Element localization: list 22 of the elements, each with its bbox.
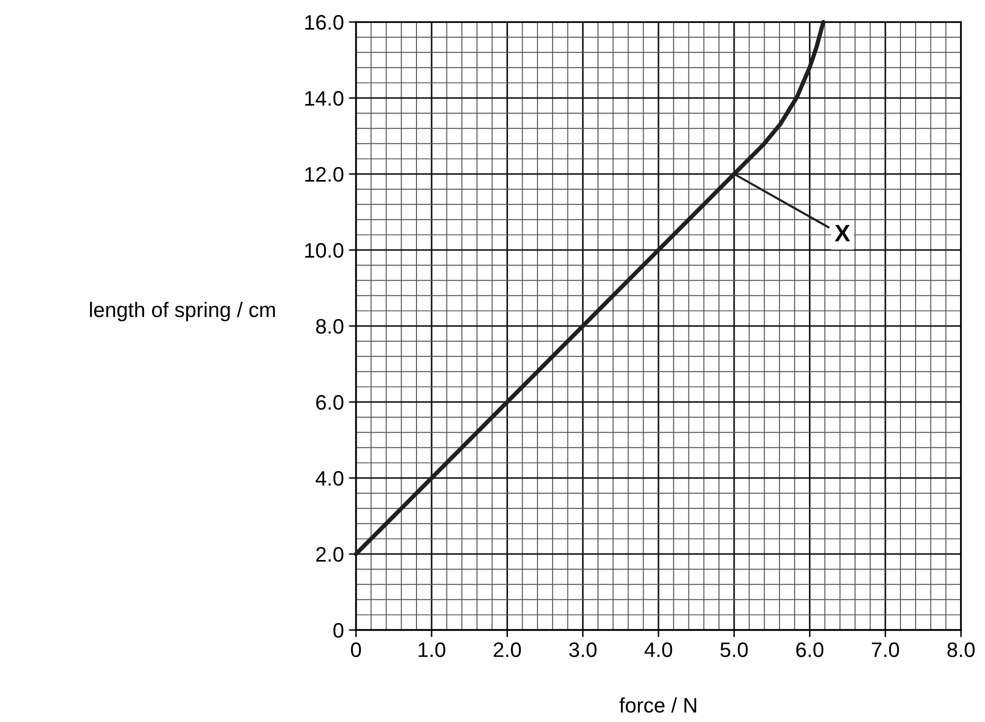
x-tick-label: 5.0 xyxy=(720,642,748,658)
x-tick-label: 3.0 xyxy=(569,642,597,658)
y-tick-label: 14.0 xyxy=(305,91,344,106)
y-tick-label: 8.0 xyxy=(316,319,344,334)
y-tick-label: 4.0 xyxy=(316,471,344,486)
y-tick-label: 12.0 xyxy=(305,167,344,182)
y-tick-label: 10.0 xyxy=(305,243,344,258)
x-tick-label: 7.0 xyxy=(872,642,900,658)
x-tick-label: 2.0 xyxy=(494,642,521,658)
y-tick-label: 16.0 xyxy=(305,15,344,30)
x-tick-label: 0 xyxy=(351,642,361,658)
y-tick-label: 6.0 xyxy=(316,395,344,410)
line-series xyxy=(354,20,826,556)
x-axis-title: force / N xyxy=(619,697,696,713)
y-tick-label: 2.0 xyxy=(316,547,344,562)
y-axis-title: length of spring / cm xyxy=(90,302,275,322)
y-tick-label: 0 xyxy=(333,623,344,638)
x-tick-label: 4.0 xyxy=(644,642,672,658)
x-tick-label: 6.0 xyxy=(796,642,824,658)
x-tick-label: 1.0 xyxy=(418,642,446,658)
annotation: X xyxy=(834,224,850,242)
x-tick-label: 8.0 xyxy=(947,642,975,658)
